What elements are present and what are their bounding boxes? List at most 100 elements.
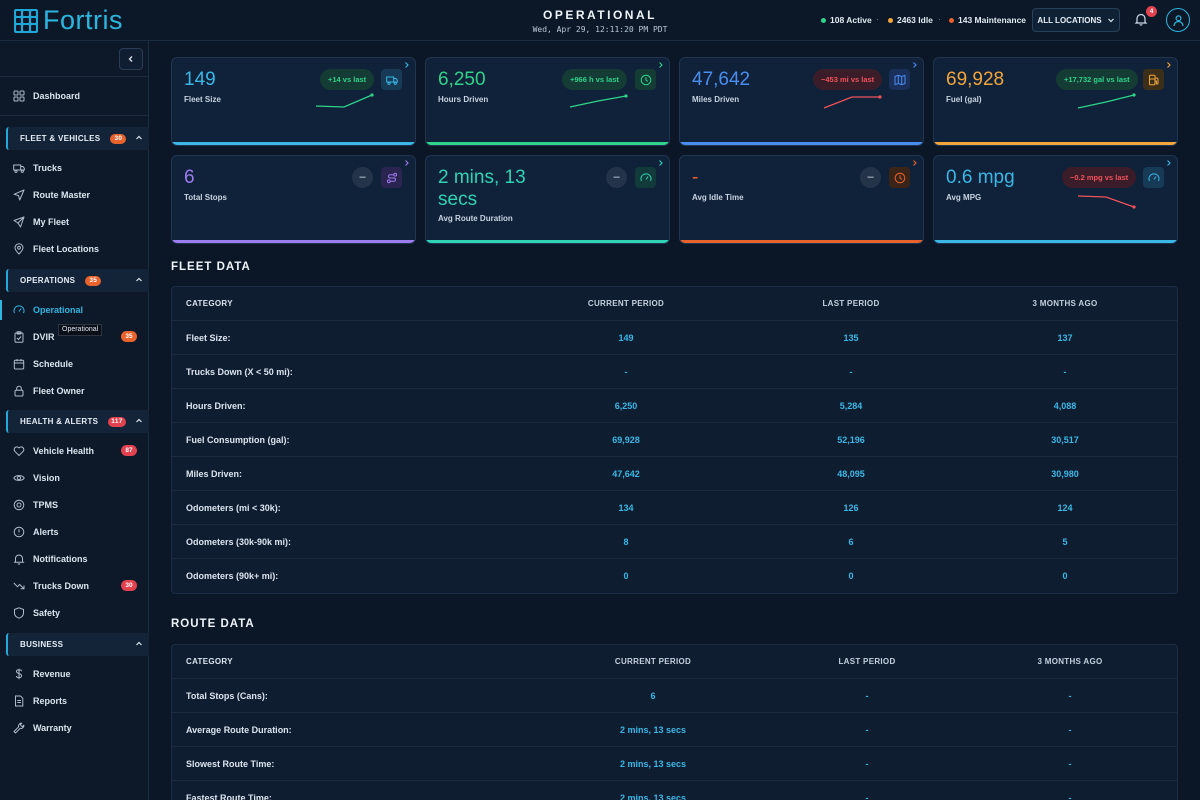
trending-down-icon — [13, 582, 25, 590]
row-value: 0 — [848, 571, 854, 581]
truck-icon — [385, 76, 398, 85]
sidebar-item-notifications[interactable]: Notifications — [0, 547, 149, 571]
sidebar-item-route-master[interactable]: Route Master — [0, 183, 149, 207]
logo-grid-icon — [14, 8, 38, 33]
sidebar-item-label: Route Master — [33, 190, 91, 200]
eye-icon — [13, 475, 25, 481]
sidebar-item-label: Revenue — [33, 669, 71, 679]
sidebar-item-dvir[interactable]: DVIR 35 — [0, 325, 149, 349]
bell-icon — [13, 554, 25, 565]
row-category: Odometers (30k-90k mi): — [186, 537, 292, 547]
top-bar: Fortris OPERATIONAL Wed, Apr 29, 12:11:2… — [0, 0, 1200, 41]
sidebar-item-fleet-owner[interactable]: Fleet Owner — [0, 379, 149, 403]
sidebar-item-my-fleet[interactable]: My Fleet — [0, 210, 149, 234]
kpi-value: 6,250 — [438, 69, 486, 90]
chevron-right-icon — [659, 62, 663, 68]
row-category: Miles Driven: — [186, 469, 243, 479]
kpi-card-avg-route-duration[interactable]: 2 mins, 13 secs Avg Route Duration – — [425, 155, 670, 244]
row-value: 2 mins, 13 secs — [619, 759, 687, 769]
gauge-icon — [13, 305, 25, 314]
notification-count-badge: 4 — [1146, 6, 1157, 17]
app-logo[interactable]: Fortris — [14, 7, 123, 34]
kpi-sparkline — [1077, 195, 1136, 209]
sidebar-item-operational[interactable]: Operational — [0, 298, 149, 322]
section-header-fleet-vehicles[interactable]: FLEET & VEHICLES 30 — [6, 127, 149, 150]
kpi-delta-badge: −0.2 mpg vs last — [1062, 167, 1137, 188]
table-row: Average Route Duration: 2 mins, 13 secs - - — [172, 713, 1177, 747]
row-value: 124 — [1057, 503, 1073, 513]
row-value: 2 mins, 13 secs — [619, 725, 687, 735]
sidebar-item-schedule[interactable]: Schedule — [0, 352, 149, 376]
section-header-health-alerts[interactable]: HEALTH & ALERTS 117 — [6, 410, 149, 433]
kpi-accent-bar — [680, 240, 923, 243]
row-value: 47,642 — [612, 469, 640, 479]
section-header-business[interactable]: BUSINESS — [6, 633, 149, 656]
row-value: - — [849, 367, 853, 377]
table-row: Fastest Route Time: 2 mins, 13 secs - - — [172, 781, 1177, 800]
row-value: 149 — [618, 333, 634, 343]
kpi-card-avg-idle-time[interactable]: - Avg Idle Time – — [679, 155, 924, 244]
alert-circle-icon — [13, 526, 25, 538]
row-value: 52,196 — [837, 435, 865, 445]
kpi-card-total-stops[interactable]: 6 Total Stops – — [171, 155, 416, 244]
collapse-sidebar-button[interactable] — [119, 48, 143, 70]
row-value: - — [1068, 759, 1072, 769]
truck-icon — [13, 164, 25, 173]
fleet-data-title: FLEET DATA — [171, 261, 251, 273]
chevron-right-icon — [1167, 62, 1171, 68]
row-category: Trucks Down (X < 50 mi): — [186, 367, 293, 377]
sidebar-item-dashboard[interactable]: Dashboard — [0, 84, 149, 108]
map-pin-icon — [14, 243, 24, 255]
section-header-operations[interactable]: OPERATIONS 35 — [6, 269, 149, 292]
kpi-icon — [381, 167, 402, 188]
kpi-label: Fuel (gal) — [946, 95, 982, 104]
user-avatar-button[interactable] — [1166, 8, 1190, 32]
clock-icon — [640, 74, 651, 85]
kpi-accent-bar — [426, 240, 669, 243]
kpi-icon — [635, 167, 656, 188]
row-category: Fastest Route Time: — [186, 793, 272, 800]
row-value: - — [865, 725, 869, 735]
kpi-label: Fleet Size — [184, 95, 221, 104]
sidebar-item-label: Trucks Down — [33, 581, 90, 591]
all-locations-button[interactable]: ALL LOCATIONS — [1032, 8, 1120, 32]
sidebar-item-trucks-down[interactable]: Trucks Down 30 — [0, 574, 149, 598]
sidebar-item-label: Schedule — [33, 359, 74, 369]
kpi-card-fuel[interactable]: 69,928 Fuel (gal) +17,732 gal vs last — [933, 57, 1178, 146]
sidebar-item-vehicle-health[interactable]: Vehicle Health 87 — [0, 439, 149, 463]
kpi-label: Avg Route Duration — [438, 214, 513, 223]
sidebar-item-safety[interactable]: Safety — [0, 601, 149, 625]
sidebar-item-revenue[interactable]: Revenue — [0, 662, 149, 686]
sidebar-item-fleet-locations[interactable]: Fleet Locations — [0, 237, 149, 261]
sidebar-item-tpms[interactable]: TPMS — [0, 493, 149, 517]
sidebar-divider — [0, 115, 149, 116]
kpi-accent-bar — [934, 142, 1177, 145]
sidebar-item-trucks[interactable]: Trucks — [0, 156, 149, 180]
sidebar-item-vision[interactable]: Vision — [0, 466, 149, 490]
row-category: Fleet Size: — [186, 333, 231, 343]
column-header: LAST PERIOD — [838, 657, 896, 666]
sidebar-item-label: My Fleet — [33, 217, 70, 227]
page-datetime: Wed, Apr 29, 12:11:20 PM PDT — [532, 25, 668, 34]
table-row: Total Stops (Cans): 6 - - — [172, 679, 1177, 713]
sidebar-item-label: Trucks — [33, 163, 63, 173]
bell-icon[interactable] — [1134, 12, 1148, 26]
status-maintenance: 143 Maintenance — [949, 15, 1026, 25]
kpi-accent-bar — [680, 142, 923, 145]
kpi-sparkline — [569, 94, 628, 108]
kpi-delta-badge: +966 h vs last — [562, 69, 627, 90]
kpi-card-miles-driven[interactable]: 47,642 Miles Driven −453 mi vs last — [679, 57, 924, 146]
kpi-delta-neutral: – — [606, 167, 627, 188]
kpi-card-hours-driven[interactable]: 6,250 Hours Driven +966 h vs last — [425, 57, 670, 146]
sidebar-item-reports[interactable]: Reports — [0, 689, 149, 713]
column-header: LAST PERIOD — [822, 299, 880, 308]
row-value: - — [1068, 793, 1072, 800]
kpi-card-fleet-size[interactable]: 149 Fleet Size +14 vs last — [171, 57, 416, 146]
route-data-table: CATEGORY CURRENT PERIOD LAST PERIOD 3 MONTH… — [171, 644, 1178, 800]
sidebar-item-label: Vehicle Health — [33, 446, 95, 456]
idle-dot-icon — [888, 17, 893, 23]
row-value: 2 mins, 13 secs — [619, 793, 687, 800]
sidebar-item-alerts[interactable]: Alerts — [0, 520, 149, 544]
kpi-card-avg-mpg[interactable]: 0.6 mpg Avg MPG −0.2 mpg vs last — [933, 155, 1178, 244]
sidebar-item-warranty[interactable]: Warranty — [0, 716, 149, 740]
